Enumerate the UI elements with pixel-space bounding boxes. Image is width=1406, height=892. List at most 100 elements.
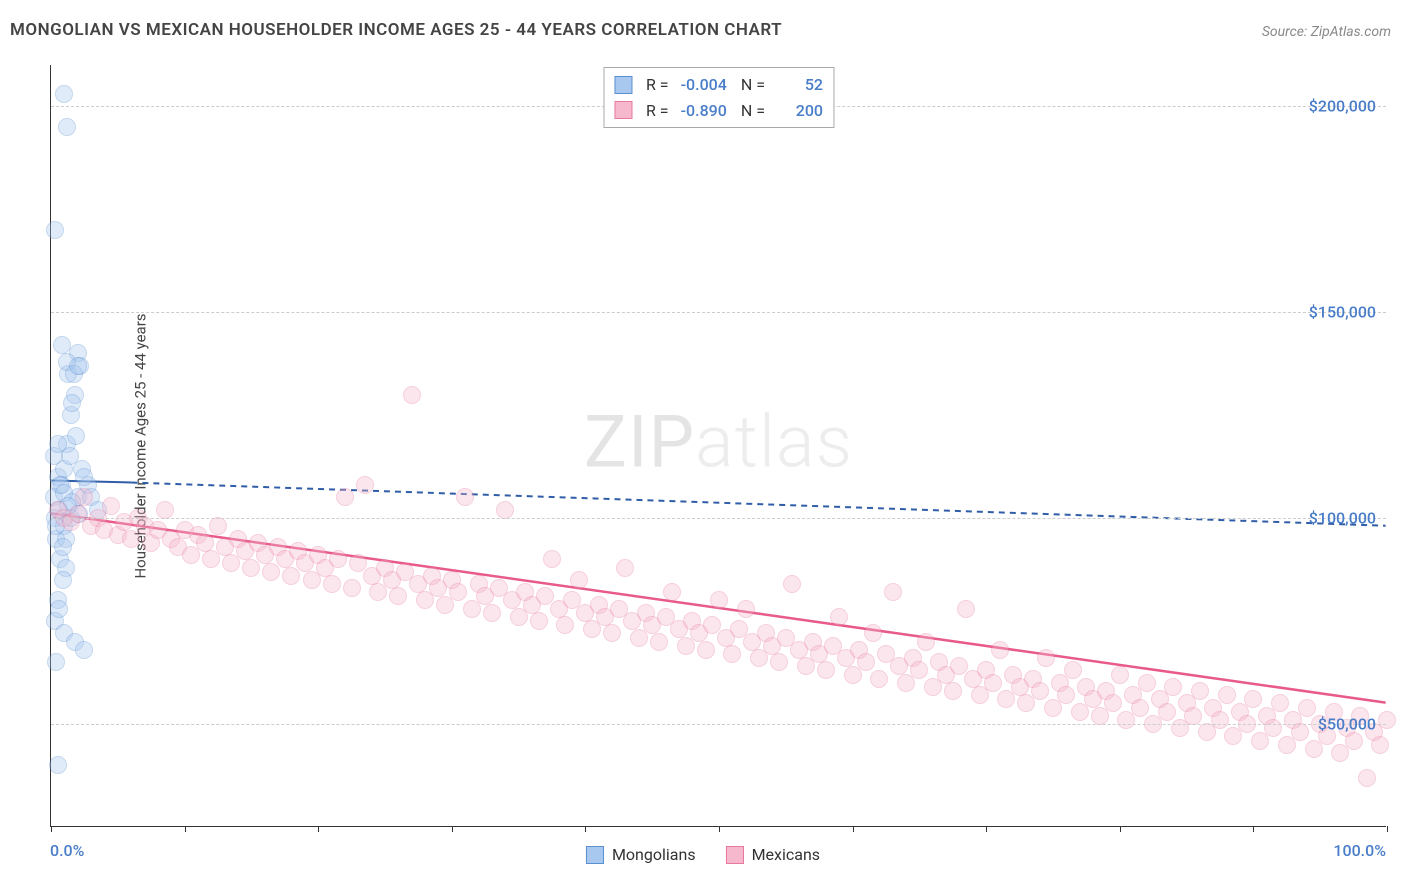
correlation-stats-box: R =-0.004 N =52 R =-0.890 N =200 <box>603 67 834 128</box>
data-point <box>55 85 73 103</box>
data-point <box>1358 769 1376 787</box>
data-point <box>156 501 174 519</box>
legend-item: Mexicans <box>726 845 820 864</box>
x-tick <box>1120 826 1121 832</box>
data-point <box>54 571 72 589</box>
data-point <box>122 530 140 548</box>
r-value: -0.004 <box>677 72 727 98</box>
data-point <box>1291 723 1309 741</box>
data-point <box>67 427 85 445</box>
data-point <box>603 624 621 642</box>
x-tick <box>585 826 586 832</box>
data-point <box>49 756 67 774</box>
data-point <box>456 488 474 506</box>
data-point <box>1184 707 1202 725</box>
plot-area: ZIPatlas R =-0.004 N =52 R =-0.890 N =20… <box>50 65 1386 827</box>
data-point <box>50 600 68 618</box>
x-tick <box>986 826 987 832</box>
data-point <box>957 600 975 618</box>
data-point <box>323 575 341 593</box>
stats-row: R =-0.890 N =200 <box>614 98 823 124</box>
y-tick-label: $150,000 <box>1309 303 1376 322</box>
n-value: 200 <box>773 98 823 124</box>
r-label: R = <box>640 72 669 98</box>
data-point <box>650 633 668 651</box>
data-point <box>530 612 548 630</box>
data-point <box>1158 703 1176 721</box>
data-point <box>329 550 347 568</box>
data-point <box>991 641 1009 659</box>
data-point <box>54 538 72 556</box>
data-point <box>483 604 501 622</box>
data-point <box>917 633 935 651</box>
data-point <box>53 336 71 354</box>
data-point <box>1031 682 1049 700</box>
y-tick-label: $50,000 <box>1318 715 1376 734</box>
data-point <box>343 579 361 597</box>
legend-swatch <box>726 846 744 864</box>
x-tick <box>719 826 720 832</box>
data-point <box>49 435 67 453</box>
data-point <box>830 608 848 626</box>
data-point <box>102 497 120 515</box>
data-point <box>663 583 681 601</box>
data-point <box>75 641 93 659</box>
data-point <box>449 583 467 601</box>
gridline <box>51 518 1386 519</box>
x-tick <box>1253 826 1254 832</box>
data-point <box>209 517 227 535</box>
data-point <box>616 559 634 577</box>
x-tick <box>452 826 453 832</box>
gridline <box>51 312 1386 313</box>
data-point <box>58 118 76 136</box>
data-point <box>884 583 902 601</box>
data-point <box>910 661 928 679</box>
data-point <box>864 624 882 642</box>
data-point <box>1371 736 1389 754</box>
data-point <box>496 501 514 519</box>
source-credit: Source: ZipAtlas.com <box>1262 24 1391 40</box>
stats-row: R =-0.004 N =52 <box>614 72 823 98</box>
y-tick-label: $200,000 <box>1309 97 1376 116</box>
data-point <box>737 600 755 618</box>
data-point <box>196 534 214 552</box>
data-point <box>389 587 407 605</box>
legend-label: Mongolians <box>612 845 696 864</box>
data-point <box>984 674 1002 692</box>
data-point <box>1057 686 1075 704</box>
data-point <box>1037 649 1055 667</box>
data-point <box>1345 732 1363 750</box>
data-point <box>356 476 374 494</box>
data-point <box>723 645 741 663</box>
data-point <box>1218 686 1236 704</box>
data-point <box>1244 690 1262 708</box>
data-point <box>1164 678 1182 696</box>
data-point <box>857 653 875 671</box>
y-tick-label: $100,000 <box>1309 509 1376 528</box>
data-point <box>1211 711 1229 729</box>
data-point <box>556 616 574 634</box>
data-point <box>46 221 64 239</box>
data-point <box>1191 682 1209 700</box>
legend-swatch <box>586 846 604 864</box>
x-axis-max-label: 100.0% <box>1333 841 1386 860</box>
data-point <box>1264 719 1282 737</box>
r-value: -0.890 <box>677 98 727 124</box>
x-tick <box>51 826 52 832</box>
scatter-points <box>51 65 1386 826</box>
data-point <box>336 488 354 506</box>
data-point <box>1298 699 1316 717</box>
data-point <box>944 682 962 700</box>
x-tick <box>185 826 186 832</box>
n-label: N = <box>735 98 765 124</box>
data-point <box>710 591 728 609</box>
source-link[interactable]: ZipAtlas.com <box>1311 24 1391 40</box>
data-point <box>1378 711 1396 729</box>
data-point <box>1104 694 1122 712</box>
data-point <box>817 661 835 679</box>
data-point <box>1131 699 1149 717</box>
data-point <box>770 653 788 671</box>
data-point <box>1064 661 1082 679</box>
legend-swatch <box>614 76 632 94</box>
x-tick <box>318 826 319 832</box>
